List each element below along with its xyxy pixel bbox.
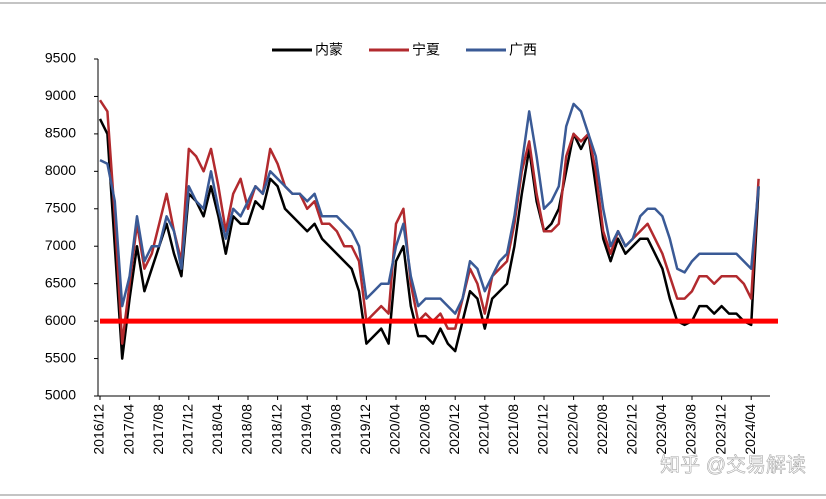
x-tick-label: 2018/12 — [268, 404, 284, 455]
x-tick-label: 2021/04 — [476, 404, 492, 455]
x-tick-label: 2024/04 — [742, 404, 758, 455]
series-line — [98, 118, 760, 360]
legend-label: 宁夏 — [412, 42, 440, 58]
y-tick-label: 8000 — [45, 162, 76, 178]
x-tick-label: 2016/12 — [91, 404, 107, 455]
x-tick-label: 2022/12 — [624, 404, 640, 455]
series-line — [98, 99, 760, 345]
x-tick-label: 2017/04 — [120, 404, 136, 455]
x-tick-label: 2023/04 — [653, 404, 669, 455]
x-tick-label: 2019/04 — [298, 404, 314, 455]
x-tick-label: 2017/08 — [150, 404, 166, 455]
series-line — [99, 102, 760, 315]
y-tick-label: 9500 — [45, 50, 76, 66]
x-tick-label: 2017/12 — [180, 404, 196, 455]
y-tick-label: 7500 — [45, 199, 76, 215]
y-tick-label: 6000 — [45, 312, 76, 328]
legend-label: 内蒙 — [315, 42, 343, 58]
x-tick-label: 2021/12 — [535, 404, 551, 455]
x-tick-label: 2019/12 — [357, 404, 373, 455]
x-tick-label: 2022/08 — [594, 404, 610, 455]
y-tick-label: 5500 — [45, 349, 76, 365]
y-tick-label: 5000 — [45, 387, 76, 403]
watermark: 知乎 @交易解读 — [660, 453, 806, 476]
x-tick-label: 2018/04 — [209, 404, 225, 455]
y-tick-label: 9000 — [45, 87, 76, 103]
x-tick-label: 2022/04 — [564, 404, 580, 455]
x-tick-label: 2018/08 — [239, 404, 255, 455]
x-tick-label: 2020/04 — [387, 404, 403, 455]
x-tick-label: 2020/08 — [416, 404, 432, 455]
x-tick-label: 2023/08 — [683, 404, 699, 455]
x-tick-label: 2019/08 — [328, 404, 344, 455]
y-tick-label: 8500 — [45, 125, 76, 141]
x-tick-label: 2021/08 — [505, 404, 521, 455]
y-tick-label: 7000 — [45, 237, 76, 253]
x-tick-label: 2020/12 — [446, 404, 462, 455]
legend-label: 广西 — [509, 42, 537, 58]
y-tick-label: 6500 — [45, 274, 76, 290]
x-tick-label: 2023/12 — [712, 404, 728, 455]
